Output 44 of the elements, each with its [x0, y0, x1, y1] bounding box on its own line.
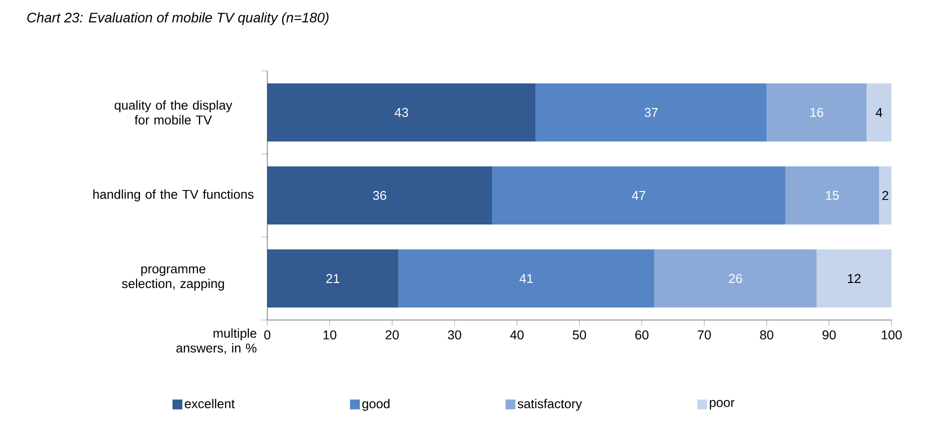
data-label: 4 — [876, 108, 882, 117]
x-tick-label: 40 — [510, 330, 524, 340]
data-label: 15 — [826, 190, 839, 200]
x-tick-label: 80 — [760, 330, 774, 340]
x-tick-label: 20 — [386, 330, 399, 340]
bar — [267, 166, 492, 224]
data-label: 37 — [644, 108, 658, 117]
x-tick-label: 100 — [882, 330, 902, 340]
data-label: 41 — [520, 274, 533, 283]
data-label: 43 — [394, 108, 408, 117]
x-tick-label: 0 — [264, 330, 270, 340]
x-tick-label: 60 — [635, 330, 648, 340]
legend-label: satisfactory — [518, 398, 582, 411]
bar — [398, 249, 654, 308]
bar — [816, 249, 892, 308]
x-tick-label: 70 — [698, 330, 711, 340]
bar — [267, 83, 536, 142]
data-label: 21 — [326, 274, 340, 283]
x-tick-label: 10 — [324, 330, 336, 340]
data-label: 2 — [882, 190, 888, 200]
y-tick-label: quality of the display for mobile TV — [114, 100, 232, 124]
bar — [267, 249, 398, 308]
bar — [766, 83, 867, 142]
bar — [536, 83, 767, 142]
x-tick-label: 30 — [448, 330, 462, 340]
x-tick-label: 90 — [822, 330, 836, 340]
data-label: 12 — [848, 274, 861, 283]
y-tick-label: programme selection, zapping — [122, 266, 224, 291]
data-label: 36 — [373, 190, 386, 200]
bar — [492, 166, 786, 224]
x-axis-title: multiple answers, in % — [176, 328, 256, 354]
bar — [879, 166, 892, 224]
bar — [785, 166, 880, 224]
chart-title: Chart 23: Evaluation of mobile TV quality (n=180) — [27, 12, 328, 26]
bar — [866, 83, 892, 142]
legend-label: excellent — [184, 398, 235, 408]
bar — [654, 249, 817, 308]
legend-label: good — [362, 398, 390, 411]
data-label: 26 — [729, 274, 742, 283]
data-label: 16 — [810, 108, 824, 117]
x-tick-label: 50 — [572, 330, 586, 340]
data-label: 47 — [632, 191, 646, 200]
y-tick-label: handling of the TV functions — [93, 189, 254, 202]
legend-label: poor — [710, 400, 734, 410]
